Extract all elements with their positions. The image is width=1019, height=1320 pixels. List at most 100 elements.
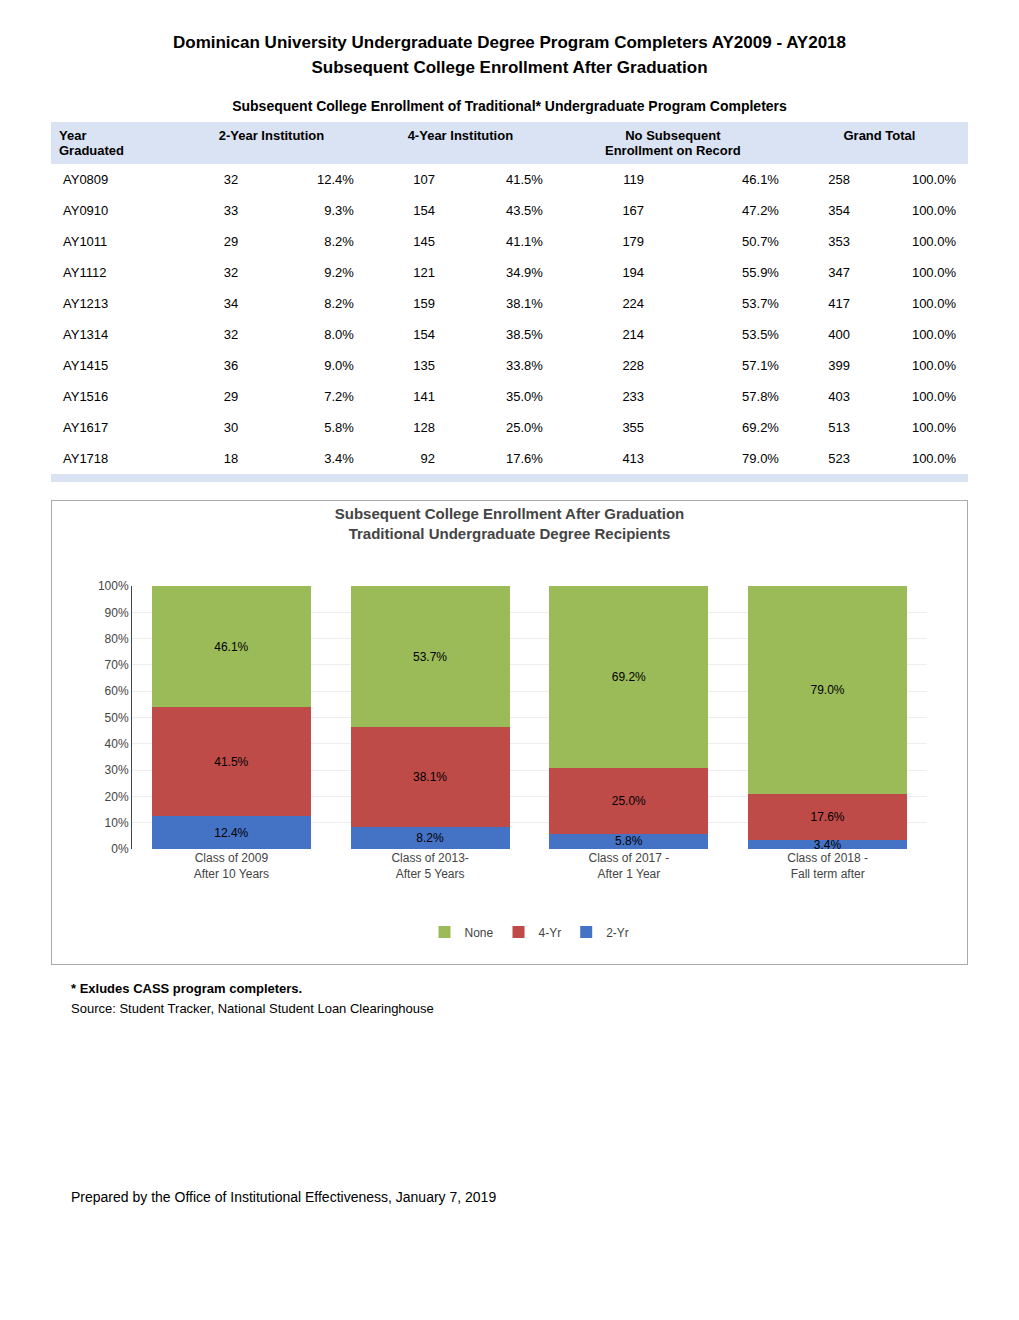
html-text:194: 194 xyxy=(622,265,645,280)
html-text:Prepared by the Office of Inst: Prepared by the Office of Institutional … xyxy=(71,1189,497,1205)
html-text:Enrollment on Record: Enrollment on Record xyxy=(605,143,741,158)
html-text:167: 167 xyxy=(622,203,645,218)
svg-text:40%: 40% xyxy=(105,737,129,751)
html-text:224: 224 xyxy=(622,296,645,311)
html-text:AY1415: AY1415 xyxy=(63,358,109,373)
svg-text:25.0%: 25.0% xyxy=(612,794,646,808)
svg-text:70%: 70% xyxy=(105,658,129,672)
svg-text:Class of 2009After 10 Years: Class of 2009After 10 Years xyxy=(194,851,269,881)
html-text:119: 119 xyxy=(623,172,645,187)
html-text:100.0%: 100.0% xyxy=(911,265,956,280)
svg-text:80%: 80% xyxy=(105,632,129,646)
html-text:47.2%: 47.2% xyxy=(742,203,779,218)
html-text:No Subsequent: No Subsequent xyxy=(625,128,721,143)
html-text:100.0%: 100.0% xyxy=(911,234,956,249)
html-text:154: 154 xyxy=(413,327,435,342)
html-text:55.9%: 55.9% xyxy=(742,265,779,280)
svg-text:50%: 50% xyxy=(105,711,129,725)
svg-text:60%: 60% xyxy=(105,684,129,698)
html-text:Grand Total: Grand Total xyxy=(843,128,916,143)
svg-text:20%: 20% xyxy=(105,790,129,804)
svg-text:3.4%: 3.4% xyxy=(814,838,842,852)
html-text:417: 417 xyxy=(828,296,850,311)
svg-text:4-Yr: 4-Yr xyxy=(539,926,562,940)
html-text:34.9%: 34.9% xyxy=(506,265,543,280)
html-text:9.0%: 9.0% xyxy=(324,358,354,373)
html-text:2-Year Institution: 2-Year Institution xyxy=(218,128,325,143)
html-text:32: 32 xyxy=(223,172,239,187)
svg-text:Class of 2018 -Fall term after: Class of 2018 -Fall term after xyxy=(787,851,868,881)
html-text:347: 347 xyxy=(828,265,850,280)
html-text:9.2%: 9.2% xyxy=(324,265,354,280)
html-text:AY1011: AY1011 xyxy=(63,234,108,249)
svg-text:41.5%: 41.5% xyxy=(214,755,248,769)
html-text:34: 34 xyxy=(223,296,239,311)
html-text:100.0%: 100.0% xyxy=(911,296,956,311)
html-text:154: 154 xyxy=(413,203,435,218)
html-text:179: 179 xyxy=(622,234,645,249)
html-text:258: 258 xyxy=(828,172,850,187)
html-text:41.1%: 41.1% xyxy=(506,234,543,249)
html-text:Subsequent College Enrollment: Subsequent College Enrollment After Grad… xyxy=(311,58,708,77)
html-text:8.2%: 8.2% xyxy=(324,234,354,249)
html-text:50.7%: 50.7% xyxy=(742,234,779,249)
svg-text:100%: 100% xyxy=(98,579,129,593)
html-text:135: 135 xyxy=(413,358,435,373)
html-text:Dominican University Undergrad: Dominican University Undergraduate Degre… xyxy=(173,33,846,52)
html-text:43.5%: 43.5% xyxy=(506,203,543,218)
html-text:AY0809: AY0809 xyxy=(63,172,109,187)
html-text:107: 107 xyxy=(413,172,435,187)
html-text:8.0%: 8.0% xyxy=(324,327,354,342)
html-text:AY0910: AY0910 xyxy=(63,203,109,218)
svg-text:5.8%: 5.8% xyxy=(615,834,643,848)
svg-text:12.4%: 12.4% xyxy=(214,826,248,840)
svg-text:2-Yr: 2-Yr xyxy=(606,926,629,940)
html-text:46.1%: 46.1% xyxy=(742,172,779,187)
svg-text:53.7%: 53.7% xyxy=(413,650,447,664)
html-text:159: 159 xyxy=(413,296,435,311)
html-text:29: 29 xyxy=(223,234,239,249)
svg-text:90%: 90% xyxy=(105,606,129,620)
html-text:53.5%: 53.5% xyxy=(742,327,779,342)
html-text:32: 32 xyxy=(223,327,239,342)
svg-text:10%: 10% xyxy=(105,816,129,830)
html-text:38.5%: 38.5% xyxy=(506,327,543,342)
html-text:145: 145 xyxy=(413,234,435,249)
html-text:400: 400 xyxy=(828,327,850,342)
svg-text:17.6%: 17.6% xyxy=(810,810,844,824)
svg-text:46.1%: 46.1% xyxy=(214,640,248,654)
svg-text:79.0%: 79.0% xyxy=(810,683,844,697)
html-text:33: 33 xyxy=(223,203,239,218)
html-text:53.7%: 53.7% xyxy=(742,296,779,311)
svg-text:Subsequent College Enrollment: Subsequent College Enrollment After Grad… xyxy=(335,505,684,542)
svg-text:30%: 30% xyxy=(105,763,129,777)
html-text:354: 354 xyxy=(828,203,850,218)
html-text:9.3%: 9.3% xyxy=(324,203,354,218)
html-text:41.5%: 41.5% xyxy=(506,172,543,187)
html-text:36: 36 xyxy=(223,358,239,373)
html-text:214: 214 xyxy=(622,327,645,342)
html-text:12.4%: 12.4% xyxy=(317,172,354,187)
html-text:AY1213: AY1213 xyxy=(63,296,109,311)
svg-text:Class of 2013-After 5 Years: Class of 2013-After 5 Years xyxy=(391,851,468,881)
html-text:AY1314: AY1314 xyxy=(63,327,109,342)
svg-text:0%: 0% xyxy=(111,842,129,856)
html-text:38.1%: 38.1% xyxy=(506,296,543,311)
html-text:100.0%: 100.0% xyxy=(911,172,956,187)
html-text:AY1112: AY1112 xyxy=(63,265,107,280)
html-text:353: 353 xyxy=(828,234,850,249)
svg-text:38.1%: 38.1% xyxy=(413,770,447,784)
html-text:100.0%: 100.0% xyxy=(911,203,956,218)
svg-text:69.2%: 69.2% xyxy=(612,670,646,684)
html-text:121: 121 xyxy=(413,265,435,280)
html-text:Graduated: Graduated xyxy=(59,143,124,158)
html-text:100.0%: 100.0% xyxy=(911,327,956,342)
html-text:Subsequent College Enrollment: Subsequent College Enrollment of Traditi… xyxy=(232,98,787,114)
html-text:Year: Year xyxy=(59,128,87,143)
html-text:32: 32 xyxy=(223,265,239,280)
html-text:4-Year Institution: 4-Year Institution xyxy=(407,128,514,143)
html-text:8.2%: 8.2% xyxy=(324,296,354,311)
svg-text:None: None xyxy=(465,926,494,940)
svg-text:Class of 2017 -After 1 Year: Class of 2017 -After 1 Year xyxy=(589,851,670,881)
svg-text:8.2%: 8.2% xyxy=(416,831,444,845)
